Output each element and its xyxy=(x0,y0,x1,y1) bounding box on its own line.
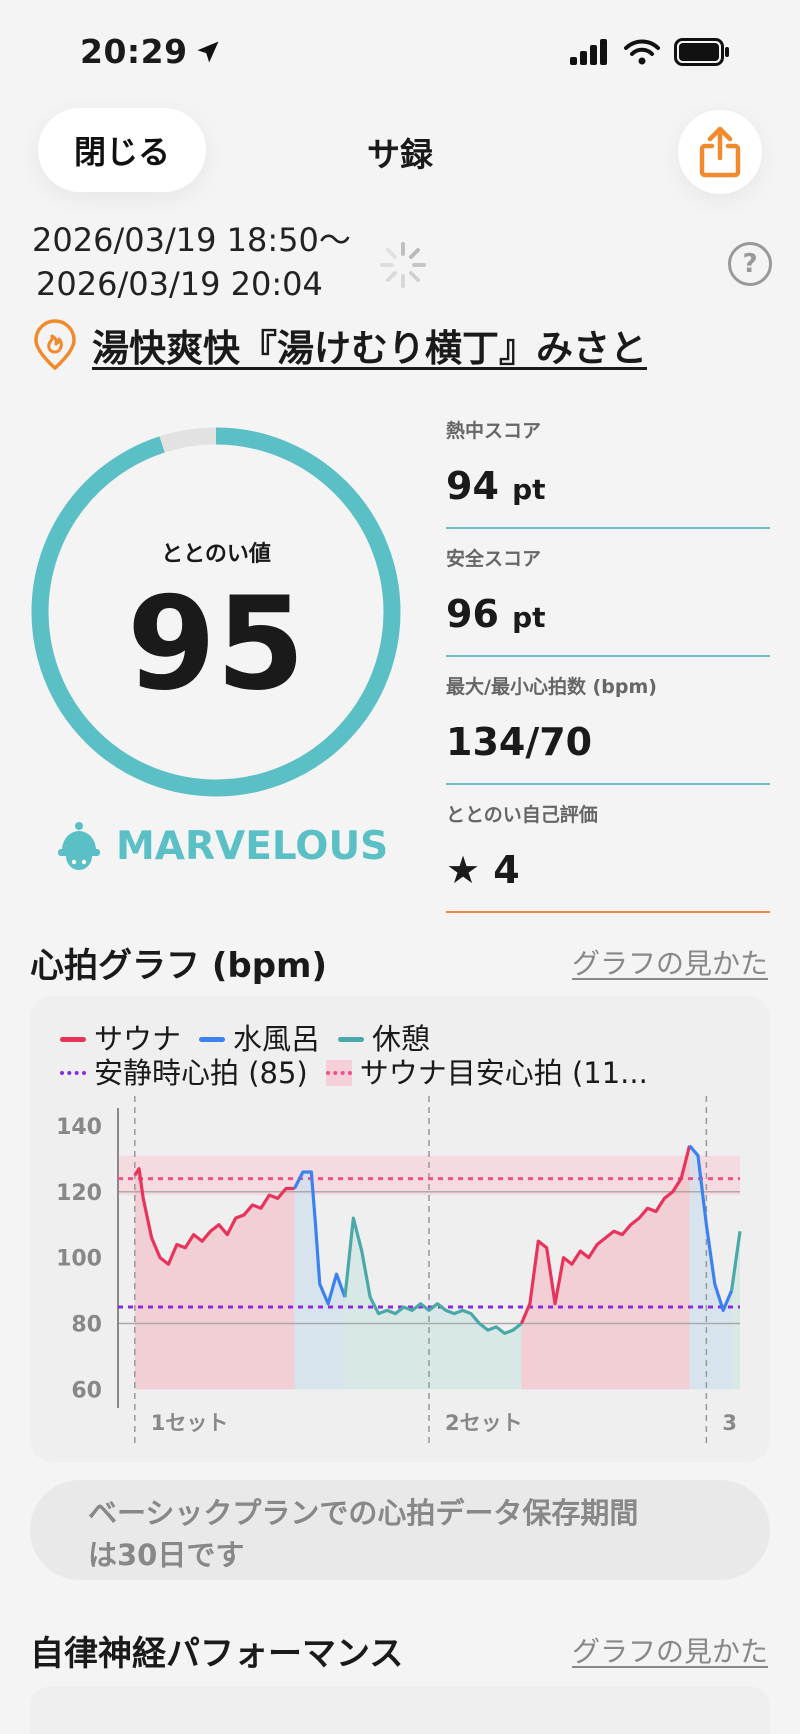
series-line-3 xyxy=(519,1145,692,1325)
session-datetime: 2026/03/19 18:50～ 2026/03/19 20:04 xyxy=(32,218,351,306)
stats-list: 熱中スコア 94 pt 安全スコア 96 pt 最大/最小心拍数 (bpm) 1… xyxy=(446,412,770,924)
stat-value: 134/70 xyxy=(446,719,770,785)
stat-value: 94 pt xyxy=(446,463,770,529)
storage-note: ベーシックプランでの心拍データ保存期間 は30日です xyxy=(30,1480,770,1580)
stat-value: ★ 4 xyxy=(446,847,770,913)
series-line-1 xyxy=(293,1170,347,1306)
set-label: 1セット xyxy=(151,1411,229,1435)
series-fill-5 xyxy=(731,1231,740,1390)
share-button[interactable] xyxy=(678,110,762,194)
help-button[interactable]: ? xyxy=(728,242,772,286)
facility-name: 湯快爽快『湯けむり横丁』みさと xyxy=(92,327,647,370)
series-fill-4 xyxy=(689,1145,732,1390)
series-line-0 xyxy=(133,1167,295,1266)
gauge-label: ととのい値 xyxy=(161,542,271,567)
stat-heart-rate: 最大/最小心拍数 (bpm) 134/70 xyxy=(446,668,770,796)
status-icons xyxy=(570,38,730,66)
facility-link[interactable]: 湯快爽快『湯けむり横丁』みさと xyxy=(32,318,647,372)
series-line-5 xyxy=(730,1231,742,1291)
stat-self-rating[interactable]: ととのい自己評価 ★ 4 xyxy=(446,796,770,924)
stat-value: 96 pt xyxy=(446,591,770,657)
y-tick-label: 80 xyxy=(71,1313,102,1338)
series-fill-0 xyxy=(134,1168,295,1390)
ans-section-title: 自律神経パフォーマンス xyxy=(30,1634,404,1674)
status-time-text: 20:29 xyxy=(80,32,188,71)
rank-badge: MARVELOUS xyxy=(56,820,388,872)
note-line-2: は30日です xyxy=(88,1538,245,1572)
series-fill-3 xyxy=(521,1145,690,1390)
stat-label: 最大/最小心拍数 (bpm) xyxy=(446,676,657,698)
set-label: 3 xyxy=(722,1411,737,1435)
y-tick-label: 140 xyxy=(56,1115,102,1140)
sauna-facility-icon xyxy=(34,319,76,371)
y-tick-label: 100 xyxy=(56,1247,102,1272)
y-tick-label: 120 xyxy=(56,1181,102,1206)
stat-heat-score: 熱中スコア 94 pt xyxy=(446,412,770,540)
series-fill-2 xyxy=(344,1218,522,1390)
gauge-value: 95 xyxy=(126,570,306,719)
legend-sauna: サウナ xyxy=(60,1022,181,1056)
heart-rate-chart: 140 120 100 80 60 1セット 2セット 3 xyxy=(56,1096,742,1444)
wifi-icon xyxy=(624,39,660,65)
hr-section-title: 心拍グラフ (bpm) xyxy=(30,946,328,986)
stat-label: 熱中スコア xyxy=(446,420,542,442)
close-button[interactable]: 閉じる xyxy=(38,108,206,192)
sauna-hat-icon xyxy=(58,822,100,870)
note-line-1: ベーシックプランでの心拍データ保存期間 xyxy=(88,1496,639,1530)
status-time: 20:29 xyxy=(80,32,222,71)
location-arrow-icon xyxy=(197,41,219,62)
series-line-4 xyxy=(688,1144,734,1312)
ans-graph-help-link[interactable]: グラフの見かた xyxy=(571,1635,768,1668)
legend-target-hr: サウナ目安心拍 (11... xyxy=(325,1056,648,1090)
series-fill-1 xyxy=(294,1172,345,1390)
loading-spinner-icon xyxy=(380,242,426,288)
y-tick-label: 60 xyxy=(71,1378,102,1403)
hr-graph-help-link[interactable]: グラフの見かた xyxy=(571,947,768,980)
set-label: 2セット xyxy=(445,1411,523,1435)
rank-text: MARVELOUS xyxy=(116,823,389,869)
page-title: サ録 xyxy=(367,135,433,174)
stat-safety-score: 安全スコア 96 pt xyxy=(446,540,770,668)
battery-icon xyxy=(674,38,729,66)
cellular-signal-icon xyxy=(570,39,607,65)
series-line-2 xyxy=(343,1216,523,1336)
stat-label: 安全スコア xyxy=(446,548,542,570)
ans-chart-card xyxy=(30,1686,770,1734)
legend-cold-bath: 水風呂 xyxy=(199,1022,320,1056)
legend-rest: 休憩 xyxy=(338,1022,430,1056)
share-icon xyxy=(699,126,741,178)
chart-legend: サウナ 水風呂 休憩 安静時心拍 (85) サウナ目安心拍 (11... xyxy=(60,1022,648,1090)
session-start: 2026/03/19 18:50～ xyxy=(32,221,351,259)
gauge-progress xyxy=(31,427,401,797)
session-end: 2026/03/19 20:04 xyxy=(36,265,323,303)
legend-resting-hr: 安静時心拍 (85) xyxy=(60,1056,308,1090)
stat-label: ととのい自己評価 xyxy=(446,804,598,826)
totonoi-gauge xyxy=(31,427,401,797)
